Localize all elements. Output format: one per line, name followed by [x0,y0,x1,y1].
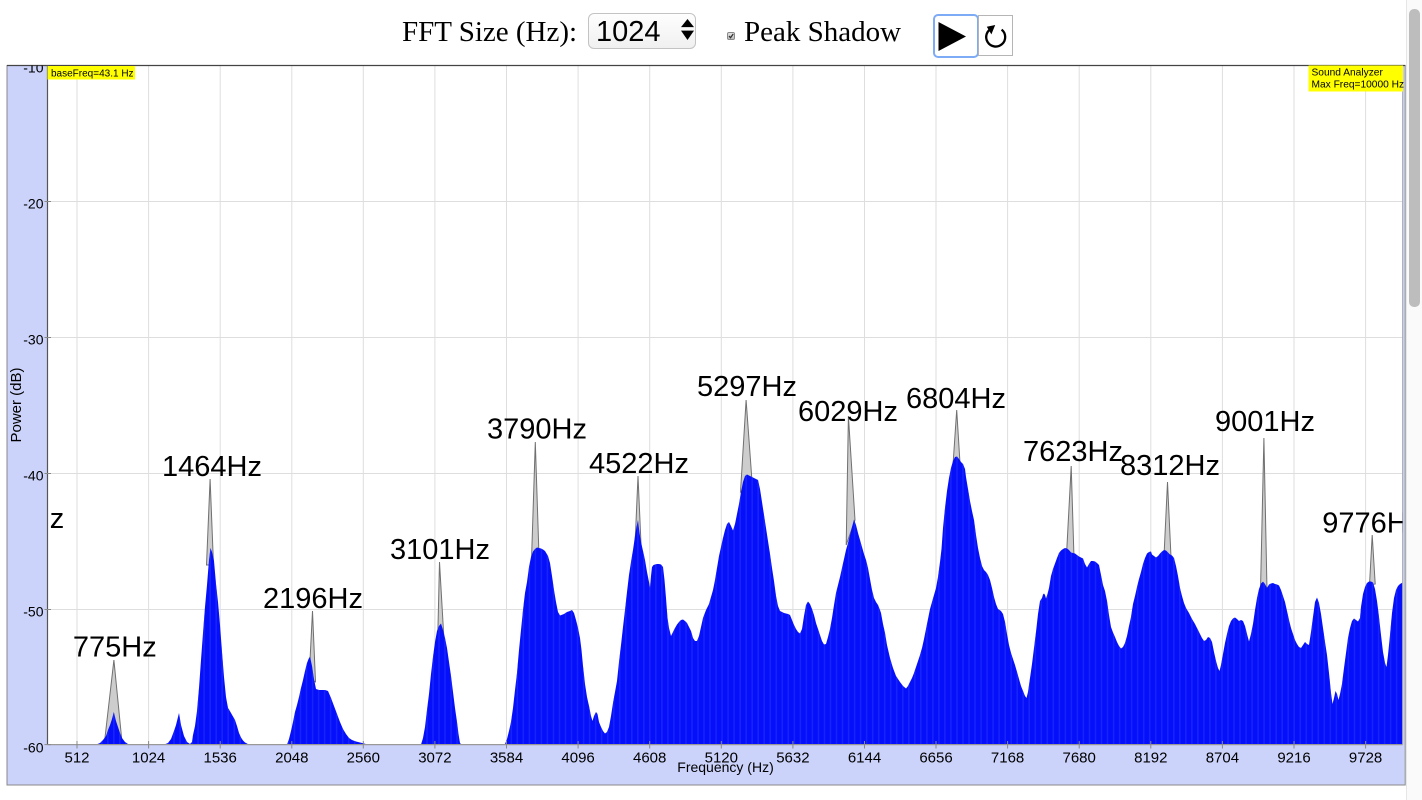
svg-text:6656: 6656 [919,749,952,766]
svg-text:43Hz: 43Hz [0,503,64,535]
svg-text:5632: 5632 [776,749,809,766]
svg-text:9216: 9216 [1277,749,1310,766]
svg-text:6804Hz: 6804Hz [906,383,1006,415]
svg-text:1536: 1536 [204,749,237,766]
svg-text:-20: -20 [23,196,43,212]
svg-text:-50: -50 [23,604,43,620]
svg-text:3101Hz: 3101Hz [390,534,490,566]
svg-text:6029Hz: 6029Hz [798,396,898,428]
svg-text:2196Hz: 2196Hz [263,583,363,615]
svg-text:7680: 7680 [1063,749,1096,766]
svg-text:5297Hz: 5297Hz [697,371,797,403]
svg-text:3584: 3584 [490,749,523,766]
svg-text:7168: 7168 [991,749,1024,766]
svg-text:-60: -60 [23,740,43,756]
svg-text:8192: 8192 [1134,749,1167,766]
svg-text:7623Hz: 7623Hz [1023,436,1123,468]
svg-text:Max Freq=10000 Hz: Max Freq=10000 Hz [1312,80,1405,91]
svg-text:Sound Analyzer: Sound Analyzer [1312,68,1384,79]
svg-text:3072: 3072 [418,749,451,766]
svg-text:8312Hz: 8312Hz [1120,450,1220,482]
svg-text:2048: 2048 [275,749,308,766]
svg-text:2560: 2560 [347,749,380,766]
svg-text:Frequency (Hz): Frequency (Hz) [677,759,773,775]
svg-text:1024: 1024 [132,749,165,766]
svg-text:-30: -30 [23,332,43,348]
svg-text:9776Hz: 9776Hz [1322,508,1422,540]
svg-text:4608: 4608 [633,749,666,766]
svg-text:4522Hz: 4522Hz [589,448,689,480]
svg-text:8704: 8704 [1206,749,1239,766]
svg-text:-10: -10 [23,60,43,76]
svg-text:4096: 4096 [561,749,594,766]
svg-text:3790Hz: 3790Hz [487,414,587,446]
svg-text:9728: 9728 [1349,749,1382,766]
svg-text:512: 512 [64,749,89,766]
svg-text:5120: 5120 [705,749,738,766]
svg-text:-40: -40 [23,468,43,484]
svg-text:9001Hz: 9001Hz [1215,406,1315,438]
svg-text:6144: 6144 [848,749,881,766]
svg-text:775Hz: 775Hz [73,632,157,664]
svg-text:baseFreq=43.1 Hz: baseFreq=43.1 Hz [51,69,134,80]
svg-text:Power (dB): Power (dB) [8,367,25,442]
svg-text:1464Hz: 1464Hz [162,451,262,483]
